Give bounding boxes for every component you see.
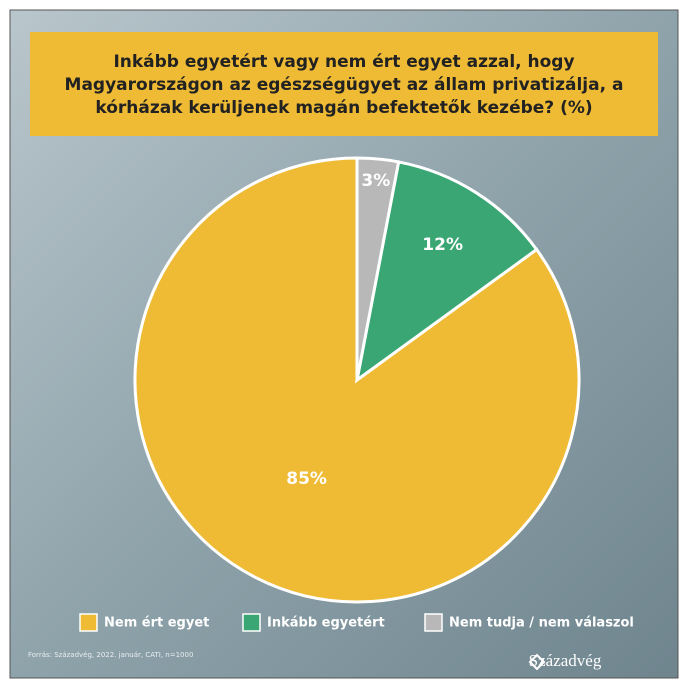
legend: Nem ért egyet Inkább egyetért Nem tudja / …: [80, 614, 634, 631]
legend-label: Nem tudja / nem válaszol: [449, 616, 634, 631]
legend-swatch: [425, 614, 442, 631]
legend-label: Nem ért egyet: [104, 616, 209, 631]
title-wrap: Inkább egyetért vagy nem ért egyet azzal…: [40, 38, 648, 132]
value-label: 12%: [422, 235, 463, 255]
legend-label: Inkább egyetért: [267, 616, 385, 631]
value-label: 85%: [286, 469, 327, 489]
chart-title: Inkább egyetért vagy nem ért egyet azzal…: [40, 38, 648, 132]
pie: 85% 12% 3%: [135, 158, 579, 602]
legend-swatch: [243, 614, 260, 631]
chart: Inkább egyetért vagy nem ért egyet azzal…: [0, 0, 688, 688]
page: Inkább egyetért vagy nem ért egyet azzal…: [0, 0, 688, 692]
value-label: 3%: [361, 171, 390, 191]
source: Forrás: Századvég, 2022. január, CATI, n…: [28, 651, 193, 659]
legend-swatch: [80, 614, 97, 631]
